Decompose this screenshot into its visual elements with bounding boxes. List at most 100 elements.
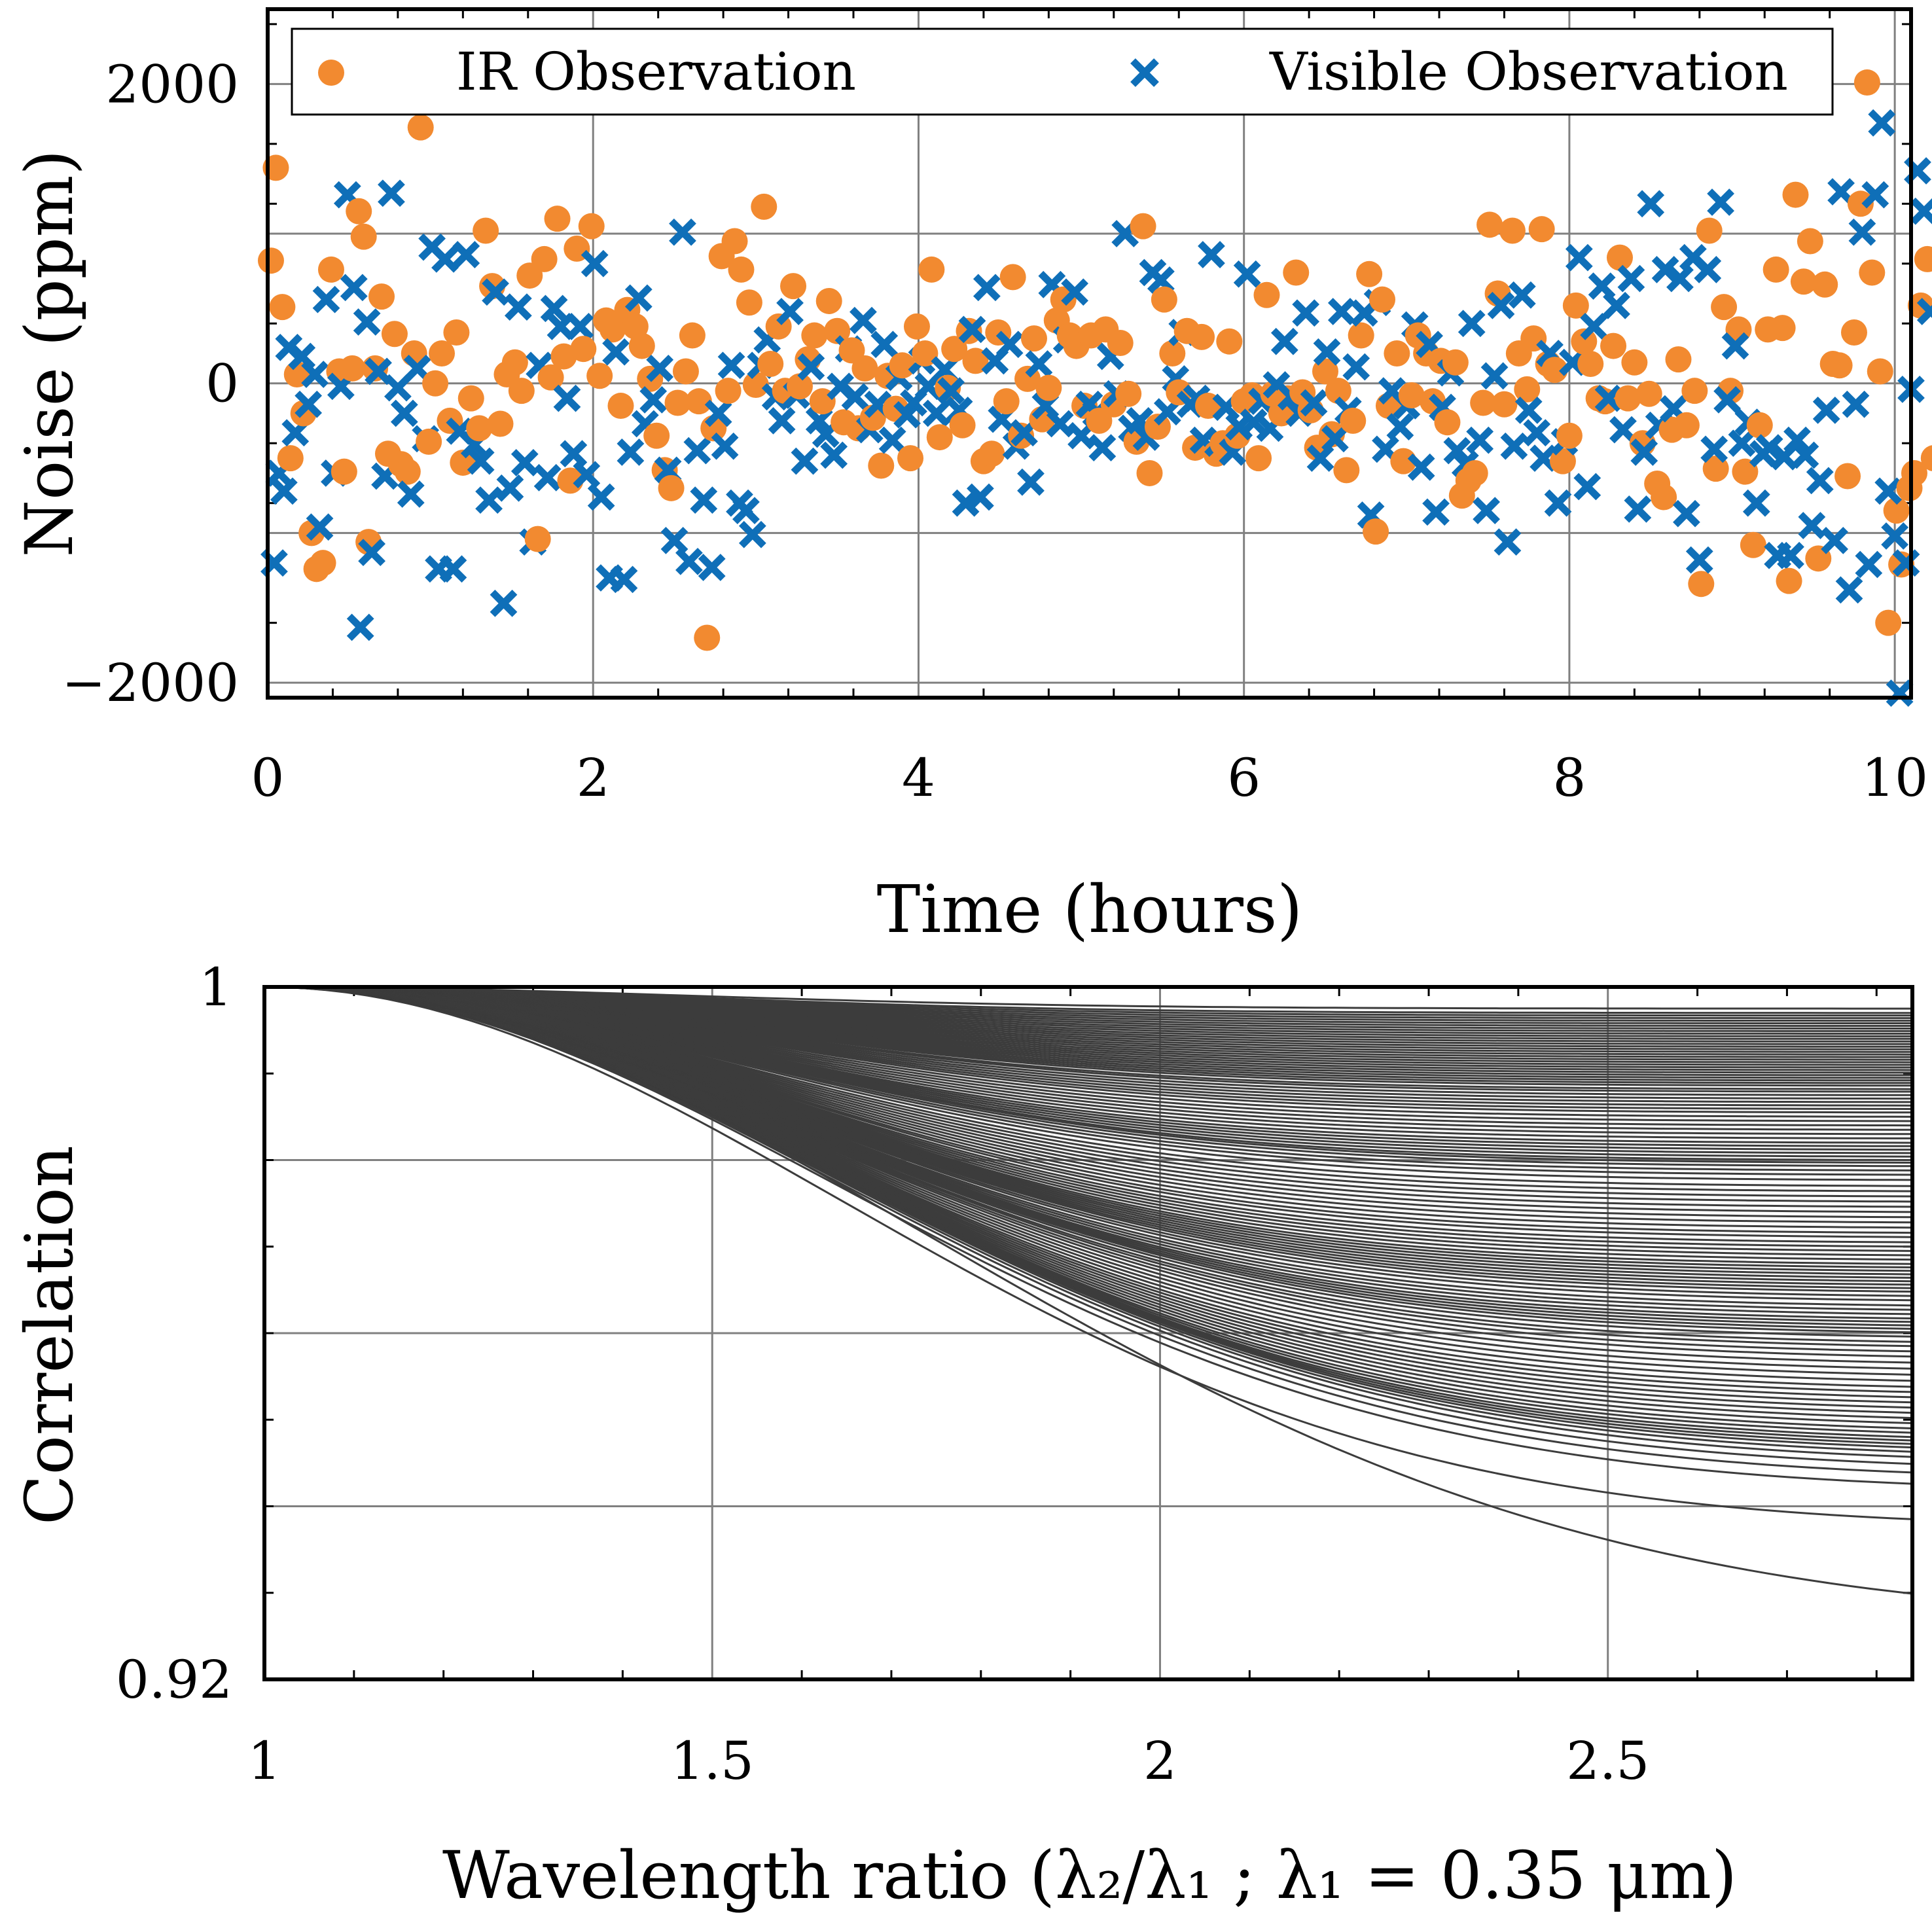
visible-point-stroke bbox=[1494, 528, 1522, 556]
visible-observation-point bbox=[1508, 281, 1536, 309]
visible-observation-point bbox=[1707, 188, 1735, 216]
ir-observation-point bbox=[331, 458, 357, 485]
visible-observation-point bbox=[1842, 390, 1870, 418]
visible-point-stroke bbox=[1624, 495, 1652, 523]
ir-observation-point bbox=[381, 321, 408, 348]
visible-point-stroke bbox=[1262, 371, 1291, 399]
ir-observation-point bbox=[1491, 391, 1518, 418]
visible-point-stroke bbox=[1777, 541, 1804, 569]
visible-point-stroke bbox=[1544, 489, 1572, 517]
ir-observation-point bbox=[1673, 412, 1700, 438]
visible-point-stroke bbox=[1416, 331, 1443, 359]
visible-point-stroke bbox=[1700, 435, 1728, 463]
ir-observation-point bbox=[1476, 211, 1503, 238]
visible-point-stroke bbox=[1791, 441, 1819, 469]
ir-observation-point bbox=[1797, 228, 1823, 255]
top-plot-frame bbox=[266, 7, 1913, 700]
visible-point-stroke bbox=[1270, 327, 1298, 355]
ir-observation-point bbox=[999, 264, 1026, 291]
visible-point-stroke bbox=[1443, 437, 1471, 465]
visible-observation-point bbox=[1573, 473, 1601, 501]
visible-observation-point bbox=[1240, 408, 1268, 437]
ir-observation-point bbox=[422, 370, 449, 397]
ir-observation-point bbox=[1144, 414, 1171, 440]
visible-point-stroke bbox=[1061, 278, 1089, 306]
visible-point-stroke bbox=[1451, 450, 1479, 478]
ir-observation-point bbox=[1363, 518, 1389, 545]
visible-observation-point bbox=[560, 440, 588, 468]
visible-observation-point bbox=[301, 361, 329, 388]
ir-observation-point bbox=[1571, 328, 1598, 355]
visible-point-stroke bbox=[850, 306, 877, 334]
ir-observation-point bbox=[1812, 271, 1838, 298]
visible-observation-point bbox=[1580, 312, 1608, 340]
visible-observation-point bbox=[1910, 197, 1932, 225]
visible-point-stroke bbox=[1742, 489, 1770, 517]
ir-observation-point bbox=[508, 378, 535, 404]
ir-observation-point bbox=[912, 340, 939, 367]
visible-observation-point bbox=[1881, 522, 1909, 550]
ir-observation-point bbox=[926, 424, 953, 451]
visible-point-stroke bbox=[301, 361, 329, 388]
top-x-tick-label: 10 bbox=[1861, 747, 1928, 808]
ir-observation-point bbox=[918, 256, 945, 283]
ir-observation-point bbox=[537, 364, 564, 391]
visible-observation-point bbox=[1198, 241, 1225, 268]
ir-observation-point bbox=[1665, 346, 1692, 373]
ir-observation-point bbox=[501, 349, 528, 376]
ir-observation-point bbox=[1636, 380, 1662, 407]
visible-point-stroke bbox=[1812, 397, 1840, 424]
visible-point-stroke bbox=[1500, 432, 1528, 460]
visible-observation-point bbox=[1694, 256, 1722, 283]
visible-observation-point bbox=[1916, 298, 1932, 325]
visible-point-stroke bbox=[841, 383, 869, 411]
ir-observation-point bbox=[1847, 190, 1874, 217]
visible-point-stroke bbox=[669, 218, 696, 246]
ir-observation-point bbox=[570, 336, 597, 363]
visible-point-stroke bbox=[1827, 178, 1855, 206]
ir-observation-point bbox=[1189, 323, 1215, 350]
ir-observation-point bbox=[962, 348, 989, 374]
ir-observation-point bbox=[394, 458, 421, 485]
visible-point-stroke bbox=[1594, 384, 1622, 412]
visible-observation-point bbox=[1292, 299, 1320, 327]
ir-observation-point bbox=[715, 378, 742, 404]
visible-observation-point bbox=[452, 241, 480, 268]
visible-observation-point bbox=[1407, 453, 1435, 481]
visible-observation-point bbox=[624, 284, 653, 312]
visible-point-stroke bbox=[333, 181, 361, 209]
visible-observation-point bbox=[1609, 416, 1637, 444]
visible-point-stroke bbox=[306, 513, 334, 541]
visible-observation-point bbox=[475, 486, 503, 514]
visible-point-stroke bbox=[340, 274, 368, 302]
ir-observation-point bbox=[1875, 609, 1902, 636]
visible-point-stroke bbox=[403, 354, 431, 382]
ir-observation-point bbox=[694, 624, 721, 651]
visible-observation-point bbox=[1700, 435, 1728, 463]
legend-ir-label: IR Observation bbox=[456, 41, 856, 102]
visible-point-stroke bbox=[365, 357, 392, 385]
ir-observation-point bbox=[524, 526, 551, 552]
ir-observation-point bbox=[1348, 322, 1374, 349]
ir-observation-point bbox=[1696, 217, 1723, 244]
visible-observation-point bbox=[1300, 389, 1328, 417]
visible-observation-point bbox=[1673, 499, 1700, 528]
visible-observation-point bbox=[504, 293, 532, 321]
top-x-axis-label: Time (hours) bbox=[877, 871, 1303, 948]
visible-point-stroke bbox=[1198, 241, 1225, 268]
ir-observation-point bbox=[1035, 374, 1062, 401]
ir-observation-point bbox=[889, 352, 916, 379]
ir-observation-point bbox=[1434, 409, 1461, 436]
visible-observation-point bbox=[1777, 541, 1804, 569]
ir-observation-point bbox=[1514, 376, 1541, 402]
ir-observation-point bbox=[801, 322, 828, 349]
visible-point-stroke bbox=[378, 179, 405, 207]
visible-point-stroke bbox=[738, 520, 766, 548]
visible-observation-point bbox=[553, 384, 581, 412]
ir-observation-point bbox=[1681, 378, 1708, 404]
visible-point-stroke bbox=[1861, 181, 1889, 209]
top-x-tick-label: 4 bbox=[902, 747, 935, 808]
ir-observation-point bbox=[780, 273, 807, 300]
visible-observation-point bbox=[1270, 327, 1298, 355]
ir-observation-point bbox=[685, 388, 712, 415]
